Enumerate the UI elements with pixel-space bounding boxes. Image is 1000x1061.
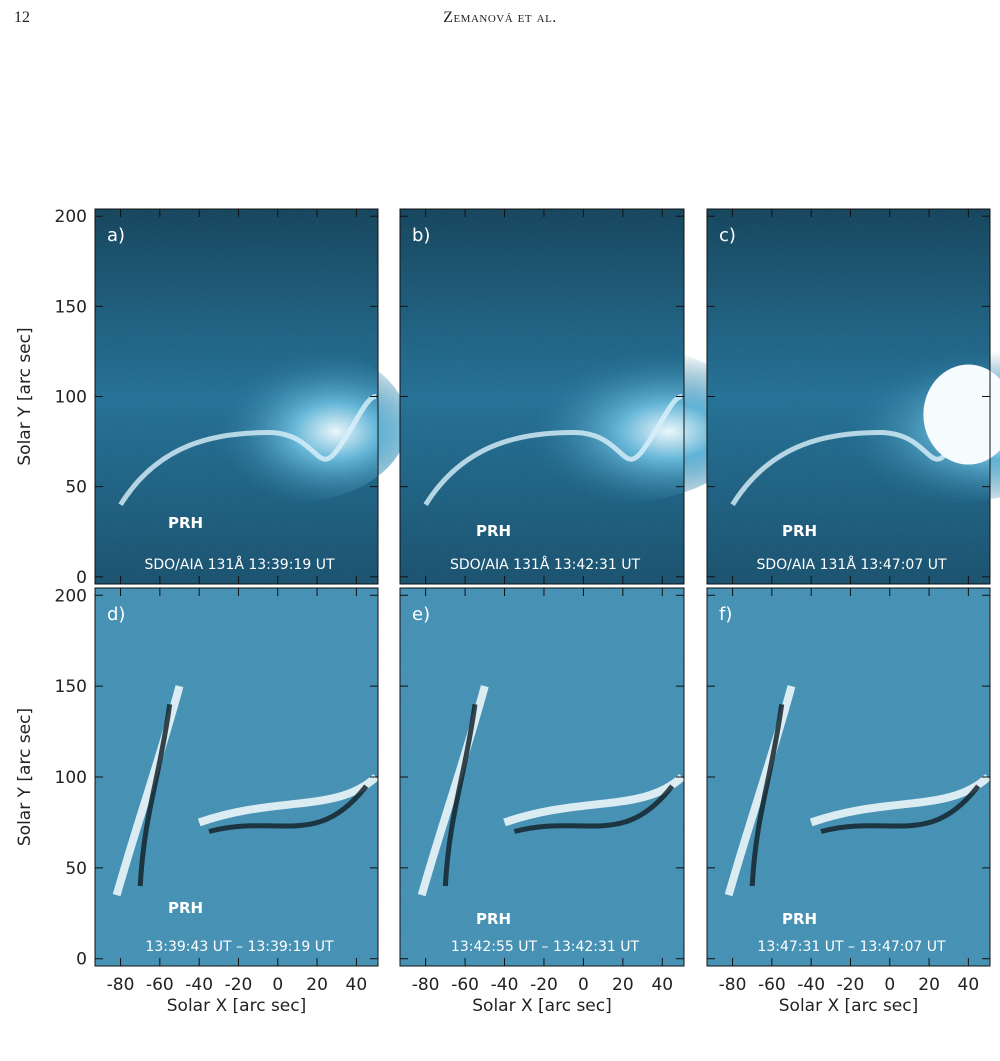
image-noise [95,209,378,584]
panel: b) PRH SDO/AIA 131Å 13:42:31 UT [399,208,753,585]
y-tick-label: 150 [55,297,87,317]
x-tick-label: -60 [758,975,786,995]
x-tick-label: 0 [884,975,895,995]
x-tick-label: -40 [185,975,213,995]
y-tick-label: 150 [55,677,87,697]
panel-label: b) [412,225,430,246]
x-tick-label: 20 [612,975,634,995]
x-tick-label: 0 [578,975,589,995]
panel-annotation: PRH [168,899,203,917]
panel-label: c) [719,225,736,246]
panel: c) PRH SDO/AIA 131Å 13:47:07 UT [706,208,1000,585]
panel-annotation: PRH [476,910,511,928]
image-noise [707,209,990,584]
panel-caption: SDO/AIA 131Å 13:42:31 UT [450,556,640,573]
y-tick-label: 200 [55,586,87,606]
x-axis-label: Solar X [arc sec] [779,996,919,1016]
panel-caption: 13:42:55 UT – 13:42:31 UT [451,939,640,955]
panel-annotation: PRH [476,522,511,540]
x-tick-label: -40 [797,975,825,995]
panel-annotation: PRH [782,522,817,540]
x-tick-label: 20 [306,975,328,995]
x-axis-label: Solar X [arc sec] [167,996,307,1016]
panel-caption: 13:39:43 UT – 13:39:19 UT [145,939,334,955]
panel-annotation: PRH [168,514,203,532]
y-tick-label: 200 [55,207,87,227]
x-tick-label: 40 [958,975,980,995]
y-tick-label: 0 [76,950,87,970]
image-noise [400,209,684,584]
panel-caption: 13:47:31 UT – 13:47:07 UT [757,939,946,955]
x-axis-label: Solar X [arc sec] [472,996,612,1016]
y-tick-label: 100 [55,768,87,788]
panel-caption: SDO/AIA 131Å 13:39:19 UT [144,556,334,573]
y-tick-label: 50 [65,859,87,879]
x-tick-label: -80 [412,975,440,995]
panel-annotation: PRH [782,910,817,928]
x-tick-label: -20 [225,975,253,995]
image-noise [400,588,684,966]
x-tick-label: -40 [491,975,519,995]
panel-label: d) [107,604,125,625]
x-tick-label: -80 [719,975,747,995]
y-tick-label: 0 [76,568,87,588]
x-tick-label: -20 [530,975,558,995]
x-tick-label: 40 [651,975,673,995]
y-axis-label: Solar Y [arc sec] [15,327,35,465]
image-noise [95,588,378,966]
panel: e) PRH 13:42:55 UT – 13:42:31 UT [399,587,685,967]
x-tick-label: -80 [107,975,135,995]
y-tick-label: 100 [55,388,87,408]
figure: a) PRH SDO/AIA 131Å 13:39:19 UT 0 50 100 150 20… [15,207,1000,1016]
x-tick-label: -20 [837,975,865,995]
y-axis-label: Solar Y [arc sec] [15,708,35,846]
panel: d) PRH 13:39:43 UT – 13:39:19 UT [94,587,379,967]
x-tick-label: 20 [918,975,940,995]
x-tick-label: -60 [451,975,479,995]
image-noise [707,588,990,966]
panel-label: a) [107,225,125,246]
panel: a) PRH SDO/AIA 131Å 13:39:19 UT [94,208,408,585]
x-tick-label: 0 [272,975,283,995]
x-tick-label: 40 [346,975,368,995]
page-number: 12 [14,9,30,26]
x-tick-label: -60 [146,975,174,995]
panel: f) PRH 13:47:31 UT – 13:47:07 UT [706,587,991,967]
panel-label: f) [719,604,732,625]
running-head: Zemanová et al. [443,9,557,26]
panel-label: e) [412,604,430,625]
panel-caption: SDO/AIA 131Å 13:47:07 UT [756,556,946,573]
y-tick-label: 50 [65,478,87,498]
